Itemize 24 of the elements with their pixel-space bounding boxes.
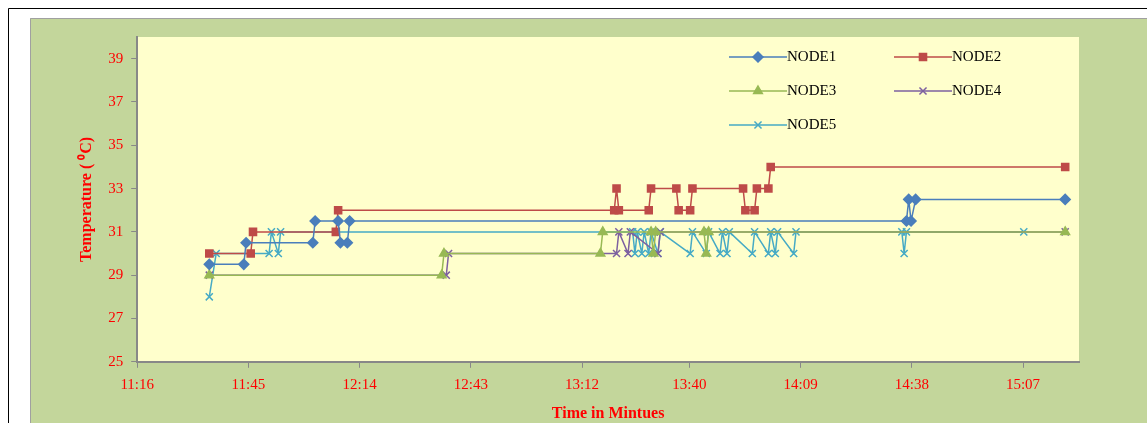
legend-label: NODE2 bbox=[952, 47, 1002, 64]
y-tick-label: 39 bbox=[108, 49, 124, 66]
y-tick-label: 25 bbox=[108, 352, 124, 369]
legend-label: NODE1 bbox=[787, 47, 837, 64]
x-tick-label: 14:09 bbox=[783, 375, 818, 392]
y-axis-title: Temperature ( ⁰C) bbox=[76, 136, 95, 262]
x-tick-label: 15:07 bbox=[1005, 375, 1041, 392]
y-tick-label: 27 bbox=[108, 309, 124, 326]
y-tick-label: 29 bbox=[108, 266, 124, 283]
y-tick-label: 35 bbox=[108, 136, 124, 153]
x-axis-title: Time in Mintues bbox=[551, 403, 665, 421]
x-tick-label: 13:40 bbox=[672, 375, 707, 392]
y-tick-label: 37 bbox=[108, 92, 124, 109]
x-tick-label: 12:14 bbox=[342, 375, 378, 392]
x-tick-label: 13:12 bbox=[564, 375, 600, 392]
x-tick-label: 11:45 bbox=[231, 375, 266, 392]
legend-label: NODE3 bbox=[787, 81, 837, 98]
y-tick-label: 31 bbox=[108, 222, 124, 239]
y-tick-label: 33 bbox=[108, 179, 124, 196]
x-tick-label: 11:16 bbox=[120, 375, 155, 392]
legend-label: NODE4 bbox=[952, 81, 1002, 98]
x-tick-label: 14:38 bbox=[894, 375, 929, 392]
x-tick-label: 12:43 bbox=[453, 375, 488, 392]
legend-label: NODE5 bbox=[787, 115, 837, 132]
